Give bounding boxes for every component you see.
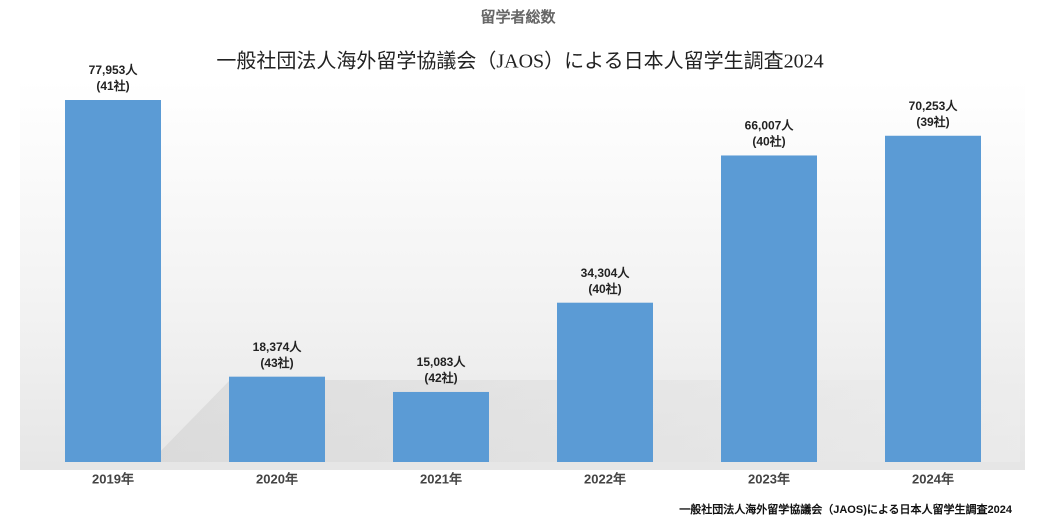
company-label: (40社) [752, 134, 785, 149]
chart-subtitle: 一般社団法人海外留学協議会（JAOS）による日本人留学生調査2024 [216, 50, 823, 73]
value-label: 77,953人 [89, 62, 139, 77]
company-label: (42社) [424, 370, 457, 385]
value-label: 15,083人 [417, 354, 467, 369]
chart-title: 留学者総数 [480, 8, 556, 26]
bar [885, 135, 981, 462]
value-label: 70,253人 [909, 98, 959, 113]
x-tick-label: 2021年 [420, 471, 462, 486]
company-label: (39社) [916, 114, 949, 129]
x-tick-label: 2020年 [256, 471, 298, 486]
bar [65, 100, 161, 462]
value-label: 34,304人 [581, 265, 631, 280]
x-tick-label: 2019年 [92, 471, 134, 486]
company-label: (41社) [96, 78, 129, 93]
bar [721, 155, 817, 463]
x-tick-label: 2023年 [748, 471, 790, 486]
x-tick-label: 2024年 [912, 471, 954, 486]
company-label: (43社) [260, 355, 293, 370]
source-note: 一般社団法人海外留学協議会（JAOS)による日本人留学生調査2024 [679, 502, 1013, 516]
company-label: (40社) [588, 281, 621, 296]
bar [393, 391, 489, 462]
value-label: 66,007人 [745, 118, 795, 133]
x-tick-label: 2022年 [584, 471, 626, 486]
bar [557, 302, 653, 462]
bar [229, 376, 325, 462]
value-label: 18,374人 [253, 339, 303, 354]
